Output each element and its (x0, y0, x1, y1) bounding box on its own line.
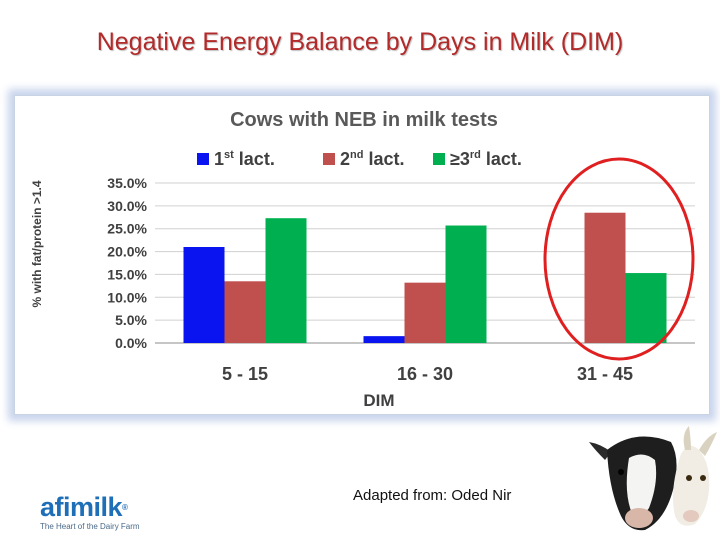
x-tick-label: 16 - 30 (397, 364, 453, 384)
y-tick-label: 5.0% (115, 312, 147, 328)
logo-registered-mark: ® (122, 503, 128, 512)
cow-head-icon (589, 436, 677, 531)
y-tick-label: 10.0% (107, 289, 147, 305)
y-tick-label: 15.0% (107, 266, 147, 282)
legend-entry: 2nd lact. (340, 149, 405, 169)
legend: 1st lact. 2nd lact. ≥3rd lact. (197, 149, 522, 169)
bar (625, 273, 667, 343)
highlight-circle (543, 157, 695, 361)
y-axis-label: % with fat/protein >1.4 (30, 180, 44, 307)
slide-title: Negative Energy Balance by Days in Milk … (96, 28, 624, 56)
chart-panel: 0.0% 5.0% 10.0% 15.0% 20.0% 25.0% 30.0% 35.0% 5… (14, 95, 710, 415)
x-tick-label: 31 - 45 (577, 364, 633, 384)
y-tick-label: 25.0% (107, 221, 147, 237)
bar (584, 212, 626, 343)
bar (404, 282, 446, 343)
logo-tagline: The Heart of the Dairy Farm (40, 522, 140, 531)
bar (183, 247, 225, 343)
chart-title: Cows with NEB in milk tests (230, 109, 498, 131)
y-tick-label: 35.0% (107, 175, 147, 191)
bar-chart: 0.0% 5.0% 10.0% 15.0% 20.0% 25.0% 30.0% 35.0% 5… (30, 109, 695, 410)
y-tick-label: 30.0% (107, 198, 147, 214)
cows-picture (589, 426, 717, 531)
legend-swatch (323, 153, 335, 165)
logo-name: afimilk (40, 492, 123, 522)
goat-head-icon (673, 426, 717, 526)
bars (183, 212, 667, 343)
x-tick-labels: 5 - 15 16 - 30 31 - 45 (222, 364, 633, 384)
afimilk-logo: afimilk® The Heart of the Dairy Farm (40, 492, 140, 532)
x-tick-label: 5 - 15 (222, 364, 268, 384)
bar (265, 218, 307, 343)
x-axis-label: DIM (363, 391, 394, 410)
legend-entry: 1st lact. (214, 149, 275, 169)
legend-swatch (197, 153, 209, 165)
y-tick-label: 20.0% (107, 244, 147, 260)
bar (363, 336, 405, 343)
y-tick-label: 0.0% (115, 335, 147, 351)
y-tick-labels: 0.0% 5.0% 10.0% 15.0% 20.0% 25.0% 30.0% 35.0% (107, 175, 147, 351)
legend-entry: ≥3rd lact. (450, 149, 522, 169)
bar (445, 225, 487, 343)
legend-swatch (433, 153, 445, 165)
source-credit: Adapted from: Oded Nir (353, 487, 512, 504)
bar (224, 281, 266, 343)
